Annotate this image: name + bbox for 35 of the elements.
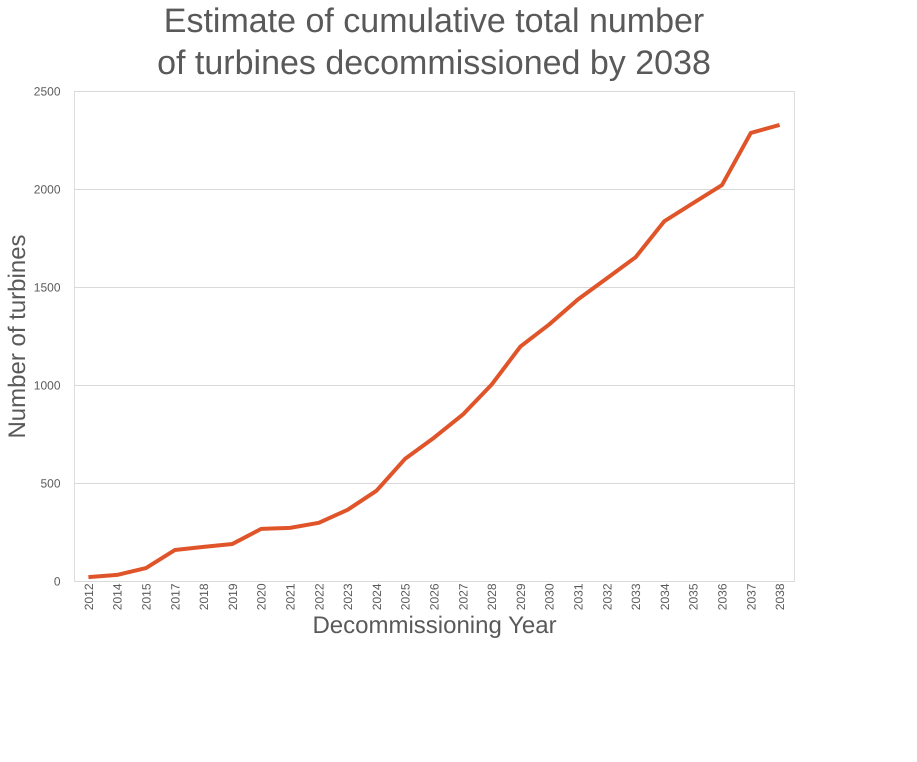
x-tick-label: 2038 <box>773 583 788 610</box>
y-axis-title: Number of turbines <box>4 234 31 439</box>
x-tick-label: 2031 <box>572 583 586 610</box>
y-tick-label: 1500 <box>34 280 61 294</box>
x-tick-label: 2023 <box>341 583 356 610</box>
x-tick-label: 2025 <box>398 583 413 610</box>
x-tick-label: 2019 <box>226 583 240 610</box>
x-tick-label: 2022 <box>312 583 326 610</box>
x-tick-label: 2024 <box>370 583 384 610</box>
x-tick-label: 2020 <box>254 583 269 610</box>
y-tick-label: 0 <box>54 574 61 588</box>
x-tick-label: 2015 <box>140 583 154 610</box>
x-tick-label: 2029 <box>514 583 528 610</box>
line-series <box>86 122 782 580</box>
x-tick-label: 2026 <box>428 583 442 610</box>
x-tick-label: 2014 <box>110 583 125 610</box>
chart-title: Estimate of cumulative total number of turbines decommissioned by 2038 <box>157 2 711 82</box>
y-tick-label: 2500 <box>34 84 61 98</box>
x-tick-label: 2032 <box>600 583 614 610</box>
x-tick-label: 2021 <box>284 583 298 610</box>
x-tick-label: 2012 <box>82 583 96 610</box>
x-tick-label: 2033 <box>629 583 644 610</box>
x-tick-label: 2037 <box>744 583 758 610</box>
x-axis-title: Decommissioning Year <box>312 612 557 640</box>
x-tick-label: 2018 <box>197 583 212 610</box>
x-tick-label: 2034 <box>658 583 672 610</box>
y-tick-label: 1000 <box>34 378 61 392</box>
x-tick-label: 2027 <box>456 583 470 610</box>
y-tick-label: 2000 <box>34 182 61 196</box>
x-tick-label: 2035 <box>686 583 701 610</box>
x-tick-label: 2028 <box>485 583 500 610</box>
y-tick-label: 500 <box>40 476 61 490</box>
x-tick-label: 2036 <box>716 583 730 610</box>
x-tick-label: 2017 <box>168 583 182 610</box>
x-tick-label: 2030 <box>542 583 557 610</box>
